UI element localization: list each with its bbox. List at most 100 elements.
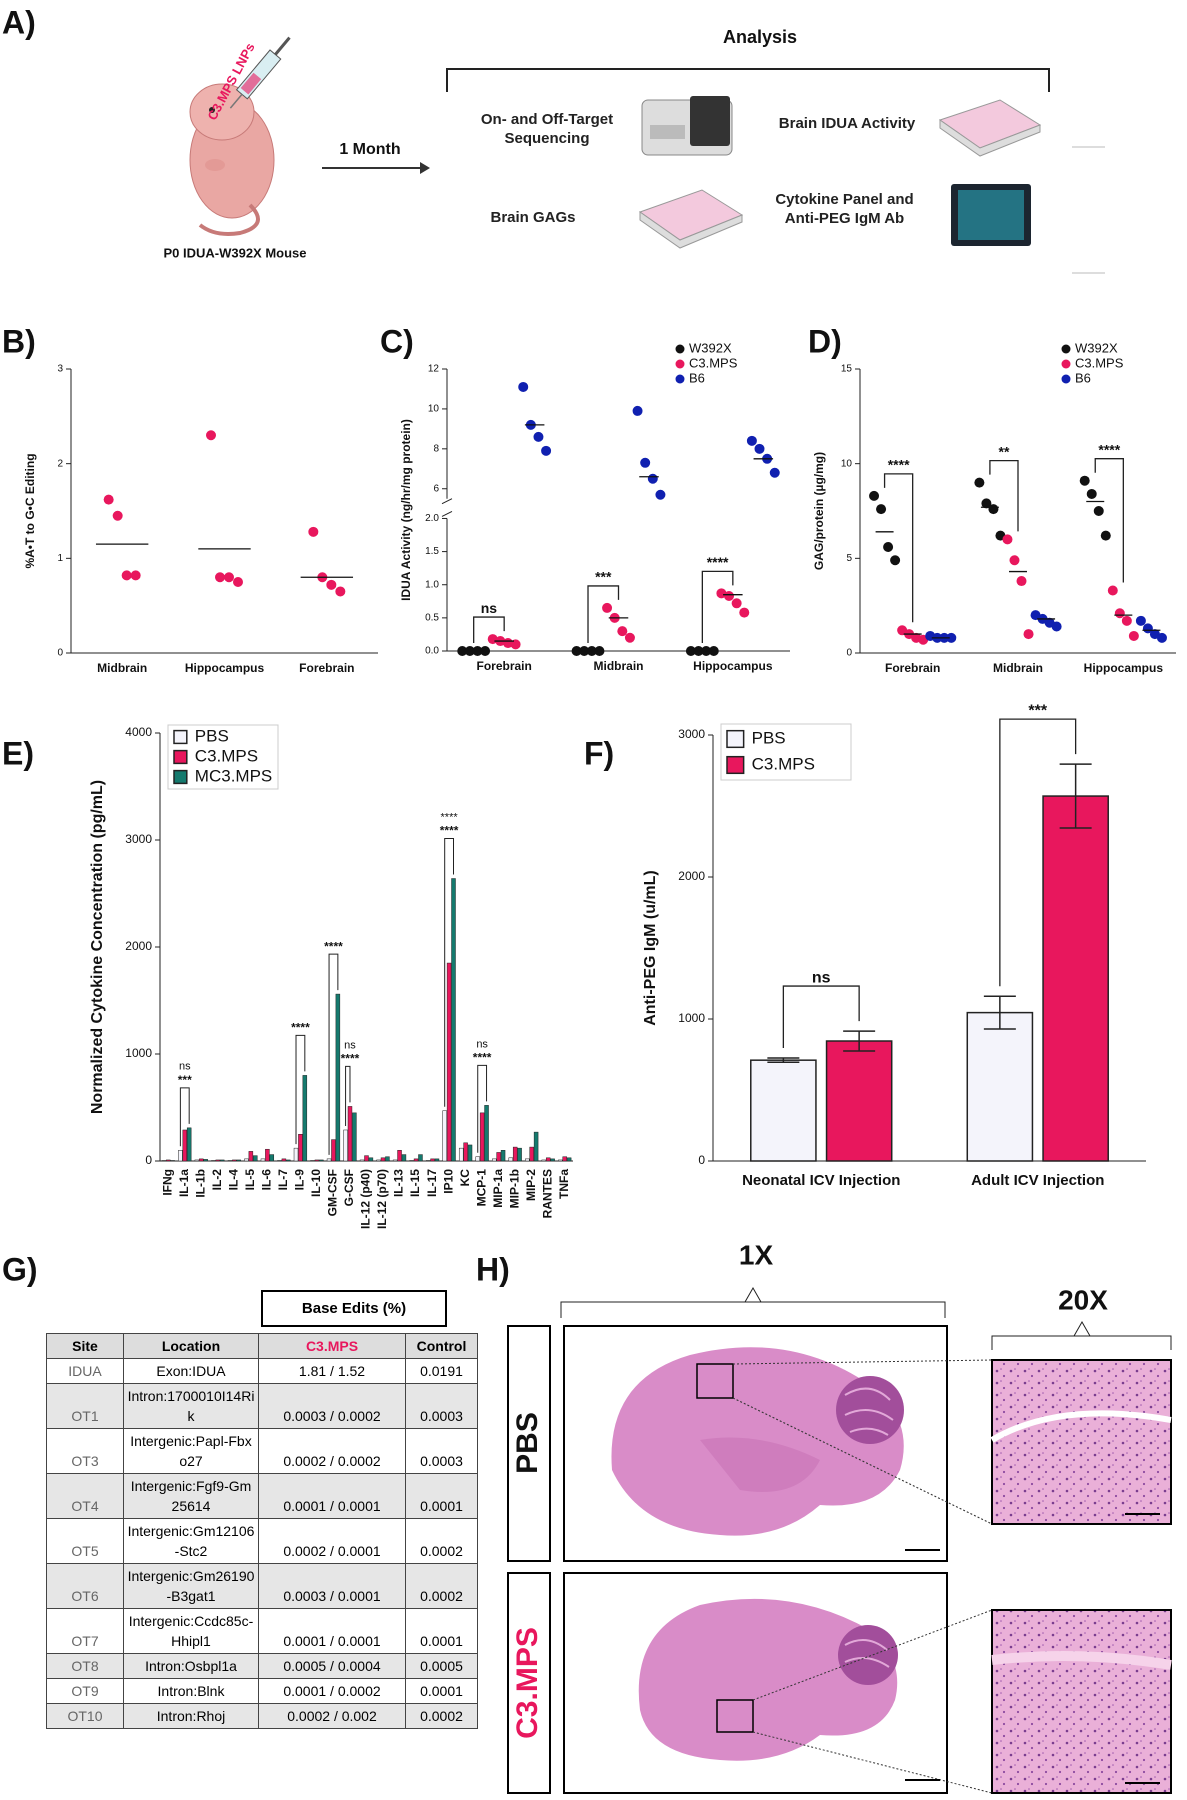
significance-bracket — [701, 570, 734, 643]
arrow-head — [420, 162, 430, 174]
bar — [286, 1159, 291, 1162]
data-point — [617, 626, 628, 637]
table-cell: OT5 — [46, 1518, 124, 1564]
panel-label: F) — [584, 735, 614, 771]
significance-label: ns — [476, 1038, 488, 1050]
bar — [236, 1159, 241, 1162]
bar — [966, 1011, 1034, 1162]
legend-label: C3.MPS — [1075, 355, 1124, 370]
data-point — [1002, 534, 1013, 545]
legend-label: C3.MPS — [195, 746, 258, 765]
table-row: OT8 Intron:Osbpl1a 0.0005 / 0.0004 0.0005 — [46, 1653, 478, 1679]
y-tick-label: 0.5 — [425, 613, 439, 624]
data-point — [206, 430, 216, 441]
x-tick-label: RANTES — [540, 1169, 554, 1218]
data-point — [1016, 576, 1027, 587]
bar — [442, 1110, 447, 1162]
bar — [232, 1159, 237, 1162]
data-point — [869, 490, 880, 501]
significance-bracket — [444, 838, 455, 1107]
bar — [335, 993, 341, 1162]
y-axis-label: IDUA Activity (ng/hr/mg protein) — [399, 419, 413, 601]
bar — [347, 1106, 353, 1162]
table-cell: OT3 — [46, 1428, 124, 1474]
bracket — [560, 1286, 946, 1318]
bar — [500, 1150, 506, 1162]
y-tick-label: 2 — [57, 458, 63, 469]
y-axis-label: Normalized Cytokine Concentration (pg/mL… — [89, 780, 106, 1114]
y-tick-label: 1 — [57, 553, 63, 564]
x-tick-label: Forebrain — [299, 661, 354, 675]
table-cell: 0.0001 / 0.0001 — [258, 1473, 406, 1519]
y-tick-label: 2000 — [678, 869, 705, 883]
table-cell: 0.0001 — [405, 1608, 478, 1654]
mouse-illustration — [189, 83, 275, 236]
legend-marker — [173, 769, 188, 785]
table-cell: Intergenic:Ccdc85c-Hhipl1 — [123, 1608, 259, 1654]
significance-bracket — [179, 1087, 190, 1147]
bar — [170, 1160, 175, 1162]
table-cell: 0.0003 / 0.0002 — [258, 1383, 406, 1429]
plate-icon — [638, 189, 744, 249]
table-cell: 0.0001 / 0.0002 — [258, 1678, 406, 1704]
table-cell: Intergenic:Fgf9-Gm25614 — [123, 1473, 259, 1519]
table-row: OT3 Intergenic:Papl-Fbxo27 0.0002 / 0.0002… — [46, 1428, 478, 1474]
assay-label: On- and Off-Target Sequencing — [480, 111, 614, 147]
bar — [314, 1159, 320, 1162]
y-tick-label: 2.0 — [425, 513, 439, 524]
bar — [219, 1159, 225, 1162]
legend-label: PBS — [752, 728, 786, 747]
data-point — [731, 598, 742, 609]
significance-label: **** — [473, 1051, 492, 1065]
significance-bracket — [999, 718, 1077, 987]
data-point — [215, 572, 225, 583]
table-cell: 0.0002 / 0.002 — [258, 1703, 406, 1729]
data-point — [1086, 488, 1097, 499]
data-point — [647, 473, 658, 484]
significance-label: ns — [179, 1061, 191, 1073]
table-row: OT5 Intergenic:Gm12106-Stc2 0.0002 / 0.000… — [46, 1518, 478, 1564]
y-tick-label: 1000 — [125, 1046, 152, 1060]
magnification-label: 1X — [739, 1239, 774, 1270]
data-point — [754, 443, 765, 454]
x-tick-label: IL-17 — [425, 1169, 439, 1197]
bar — [545, 1157, 551, 1162]
significance-label: *** — [178, 1073, 192, 1087]
table-cell: Intergenic:Papl-Fbxo27 — [123, 1428, 259, 1474]
bar — [269, 1154, 275, 1162]
bar — [310, 1160, 315, 1162]
table-row: OT9 Intron:Blnk 0.0001 / 0.0002 0.0001 — [46, 1678, 478, 1704]
mouse-label: P0 IDUA-W392X Mouse — [163, 245, 306, 260]
significance-bracket — [587, 585, 620, 643]
table-cell: 0.0005 — [405, 1653, 478, 1679]
bar — [248, 1151, 254, 1162]
panel-label: E) — [2, 735, 34, 771]
legend-marker — [726, 729, 745, 749]
bar — [211, 1160, 216, 1162]
x-tick-label: IL-1b — [193, 1169, 207, 1198]
bar — [166, 1159, 171, 1162]
data-point — [640, 457, 651, 468]
bar — [186, 1127, 192, 1162]
bar — [397, 1150, 402, 1162]
table-cell: 0.0003 / 0.0001 — [258, 1563, 406, 1609]
data-point — [130, 570, 141, 581]
y-tick-label: 5 — [846, 553, 852, 564]
table-cell: 0.0003 — [405, 1383, 478, 1429]
significance-bracket — [782, 985, 860, 1049]
table-row: OT10 Intron:Rhoj 0.0002 / 0.002 0.0002 — [46, 1703, 478, 1729]
data-point — [1135, 615, 1146, 626]
bar — [475, 1156, 480, 1162]
data-point — [981, 498, 992, 509]
data-point — [769, 467, 780, 478]
bar — [215, 1159, 221, 1162]
table-cell: OT4 — [46, 1473, 124, 1519]
data-point — [571, 646, 582, 656]
data-point — [1009, 555, 1020, 566]
significance-label: ns — [481, 600, 498, 616]
bar — [430, 1158, 435, 1162]
bar — [425, 1160, 431, 1162]
x-tick-label: Neonatal ICV Injection — [742, 1172, 900, 1189]
bar — [409, 1160, 414, 1162]
table-cell: OT6 — [46, 1563, 124, 1609]
